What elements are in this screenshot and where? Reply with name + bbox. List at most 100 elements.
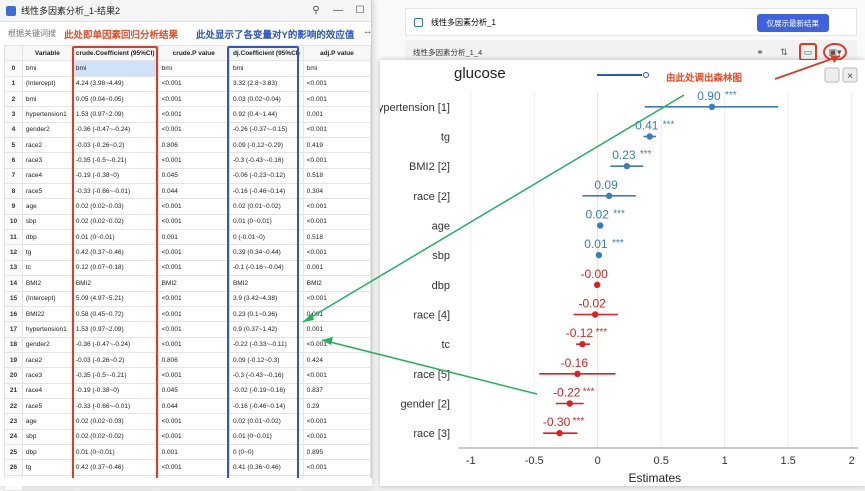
table-cell: 0.02 (0.01~0.02) xyxy=(228,413,304,430)
table-cell: gender2 xyxy=(21,336,73,353)
maximize-icon[interactable]: ☐ xyxy=(355,5,365,16)
table-row[interactable]: 25 dbp 0.01 (0~0.01) 0.001 0 (0~0) 0.895 xyxy=(4,443,372,461)
table-row[interactable]: 16 BMI22 0.58 (0.45~0.72) <0.001 0.23 (0.1~0… xyxy=(4,305,372,323)
table-cell: race4 xyxy=(21,167,73,185)
settings-icon[interactable]: ⇅ xyxy=(780,46,788,57)
folder-icon[interactable]: ▭ xyxy=(799,43,817,61)
table-row[interactable]: 19 race2 -0.03 (-0.26~0.2) 0.806 0.09 (-0.12… xyxy=(4,351,372,369)
table-row[interactable]: 17 hypertension1 1.53 (0.97~2.09) <0.001 0.9… xyxy=(4,321,372,338)
image-dropdown-icon[interactable]: ▣▾ xyxy=(823,43,847,61)
table-cell: race2 xyxy=(21,351,73,369)
table-cell: <0.001 xyxy=(302,459,372,476)
table-cell: -0.22 (-0.33~-0.11) xyxy=(228,336,304,353)
search-row xyxy=(0,22,371,44)
row-index: 4 xyxy=(4,121,23,139)
x-tick-label: 0 xyxy=(595,455,601,467)
table-cell: hypertension1 xyxy=(21,321,73,338)
estimate-point xyxy=(591,311,599,318)
table-row[interactable]: 18 gender2 -0.36 (-0.47~-0.24) <0.001 -0.22 … xyxy=(4,336,372,353)
app-icon xyxy=(6,5,16,16)
estimate-label: 0.02 xyxy=(586,208,610,222)
table-cell: race5 xyxy=(21,397,73,415)
table-row[interactable]: 12 tg 0.42 (0.37~0.46) <0.001 0.39 (0.34~0.4… xyxy=(4,244,372,261)
column-header[interactable]: dj.Coefficient (95%CI) xyxy=(228,44,304,62)
table-row[interactable]: 4 gender2 -0.36 (-0.47~-0.24) <0.001 -0.26 (… xyxy=(4,121,372,139)
table-row[interactable]: 14 BMI2 BMI2 BMI2 BMI2 BMI2 xyxy=(4,275,372,292)
search-input[interactable] xyxy=(8,28,128,38)
minimize-icon[interactable]: — xyxy=(333,5,343,16)
table-cell: 0.01 (0~0.01) xyxy=(228,213,304,231)
table-cell: -0.3 (-0.43~-0.16) xyxy=(228,367,304,384)
table-cell: (Intercept) xyxy=(21,290,73,307)
table-cell: 0.518 xyxy=(302,229,372,246)
x-tick-label: 0.5 xyxy=(654,455,669,467)
pin-icon[interactable]: ⚲ xyxy=(312,5,320,16)
table-cell: bmi xyxy=(302,60,372,77)
table-row[interactable]: 7 race4 -0.19 (-0.38~0) 0.045 -0.06 (-0.23~0… xyxy=(4,167,372,185)
table-cell: BMI2 xyxy=(228,275,304,292)
annotation-adjusted: 此处显示了各变量对Y的影响的效应值 xyxy=(196,30,355,41)
table-cell: 0.05 (0.04~0.05) xyxy=(71,91,159,108)
row-index: 21 xyxy=(4,382,23,399)
table-row[interactable]: 26 tg 0.42 (0.37~0.46) <0.001 0.41 (0.36~0.4… xyxy=(4,459,372,476)
table-cell: tg xyxy=(21,244,73,261)
row-index: 3 xyxy=(4,106,23,123)
x-tick-label: 1 xyxy=(722,455,728,467)
table-cell: 0.02 (0.02~0.03) xyxy=(71,413,159,430)
table-row[interactable]: 13 tc 0.12 (0.07~0.18) <0.001 -0.1 (-0.16~-0… xyxy=(4,259,372,277)
table-row[interactable]: 2 bmi 0.05 (0.04~0.05) <0.001 0.03 (0.02~0.0… xyxy=(4,91,372,108)
x-tick-label: -0.5 xyxy=(525,455,544,467)
significance-stars: *** xyxy=(725,90,737,101)
table-row[interactable]: 11 dbp 0.01 (0~0.01) 0.001 0 (-0.01~0) 0.518 xyxy=(4,229,372,246)
table-row[interactable]: 15 (Intercept) 5.09 (4.97~5.21) <0.001 3.9 (… xyxy=(4,290,372,307)
column-header[interactable]: crude.P value xyxy=(157,44,230,62)
table-cell: -0.1 (-0.16~-0.04) xyxy=(228,259,304,277)
table-row[interactable]: 8 race5 -0.33 (-0.66~-0.01) 0.044 -0.16 (-0.… xyxy=(4,183,372,200)
column-header[interactable]: Variable xyxy=(21,44,73,62)
column-header[interactable]: adj.P value xyxy=(302,44,372,62)
table-cell: sbp xyxy=(21,428,73,445)
table-cell: <0.001 xyxy=(302,198,372,215)
table-row[interactable]: 22 race5 -0.33 (-0.66~-0.01) 0.044 -0.16 (-0… xyxy=(4,397,372,415)
estimate-point xyxy=(556,429,563,437)
table-cell: -0.36 (-0.47~-0.24) xyxy=(71,121,159,139)
table-cell: 0.02 (0.02~0.03) xyxy=(71,198,159,215)
table-cell: 0.518 xyxy=(302,167,372,185)
table-cell: -0.19 (-0.38~0) xyxy=(71,167,159,185)
table-row[interactable]: 3 hypertension1 1.53 (0.97~2.09) <0.001 0.92… xyxy=(4,106,372,123)
show-latest-button[interactable]: 仅展示最新结果 xyxy=(756,14,829,32)
table-row[interactable]: 6 race3 -0.35 (-0.5~-0.21) <0.001 -0.3 (-0.4… xyxy=(4,152,372,169)
row-label: age xyxy=(432,221,450,233)
column-header[interactable]: crude.Coefficient (95%CI) xyxy=(71,44,159,62)
table-cell: <0.001 xyxy=(302,336,372,353)
column-header[interactable] xyxy=(4,44,23,62)
table-cell: -0.33 (-0.66~-0.01) xyxy=(71,183,159,200)
table-row[interactable]: 10 sbp 0.02 (0.02~0.02) <0.001 0.01 (0~0.01)… xyxy=(4,213,372,231)
document-icon xyxy=(414,17,423,27)
row-label: race [4] xyxy=(413,310,450,322)
table-cell: -0.16 (-0.46~0.14) xyxy=(228,183,304,200)
link-icon[interactable]: ⚭ xyxy=(756,46,764,57)
row-index: 26 xyxy=(4,459,23,476)
results-window-titlebar: 线性多因素分析_1-结果2 ⚲ — ☐ xyxy=(0,0,371,22)
table-cell: -0.33 (-0.66~-0.01) xyxy=(71,397,159,415)
estimate-point xyxy=(623,162,631,170)
table-row[interactable]: 21 race4 -0.19 (-0.38~0) 0.045 -0.02 (-0.19~… xyxy=(4,382,372,399)
estimate-point xyxy=(646,133,653,140)
table-row[interactable]: 9 age 0.02 (0.02~0.03) <0.001 0.02 (0.01~0.0… xyxy=(4,198,372,215)
table-cell: race4 xyxy=(21,382,73,399)
table-row[interactable]: 5 race2 -0.03 (-0.26~0.2) 0.806 0.09 (-0.12~… xyxy=(4,137,372,154)
table-row[interactable]: 0 bmi bmi bmi bmi bmi xyxy=(4,60,372,77)
table-row[interactable]: 23 age 0.02 (0.02~0.03) <0.001 0.02 (0.01~0.… xyxy=(4,413,372,430)
significance-stars: *** xyxy=(612,238,624,249)
row-index: 10 xyxy=(4,213,23,231)
significance-stars: *** xyxy=(640,149,652,160)
table-cell: 4.24 (3.98~4.49) xyxy=(71,75,159,93)
table-row[interactable]: 20 race3 -0.35 (-0.5~-0.21) <0.001 -0.3 (-0.… xyxy=(4,367,372,384)
significance-stars: *** xyxy=(613,209,625,220)
table-cell: race3 xyxy=(21,152,73,169)
table-cell: 0.419 xyxy=(302,137,372,154)
table-row[interactable]: 1 (Intercept) 4.24 (3.98~4.49) <0.001 3.32 (… xyxy=(4,75,372,93)
table-row[interactable]: 24 sbp 0.02 (0.02~0.02) <0.001 0.01 (0~0.01)… xyxy=(4,428,372,445)
row-index: 23 xyxy=(4,413,23,430)
